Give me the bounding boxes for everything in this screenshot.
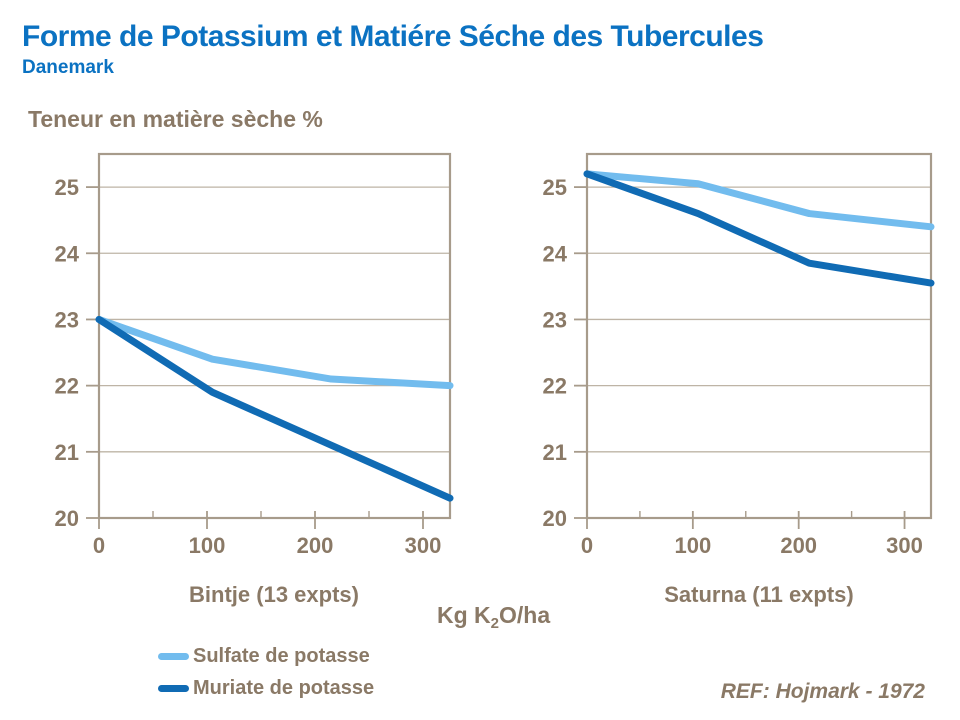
x-tick-label: 300	[886, 533, 923, 558]
plot-border	[97, 152, 452, 520]
x-tick-label: 200	[297, 533, 334, 558]
y-axis-title: Teneur en matière sèche %	[28, 106, 323, 132]
x-axis-title-sub: 2	[490, 615, 500, 632]
series-line-muriate	[95, 315, 454, 502]
saturna-chart: 20 21 22 23 24 25 0 100 200 300	[543, 152, 935, 558]
y-tick-label: 21	[543, 440, 567, 465]
x-axis-title: Kg K2O/ha	[437, 602, 550, 632]
x-tick-label: 0	[581, 533, 593, 558]
legend-item: Muriate de potasse	[158, 675, 374, 701]
bintje-chart-label: Bintje (13 expts)	[189, 582, 359, 607]
series-line-sulfate	[583, 170, 935, 231]
reference-note: REF: Hojmark - 1972	[720, 680, 925, 703]
bintje-chart: 20 21 22 23 24 25 0 100 200 300	[55, 152, 454, 558]
y-tick-label: 25	[543, 175, 567, 200]
y-tick-label: 24	[543, 241, 568, 266]
x-axis-title-post: O/ha	[499, 602, 551, 628]
x-tick-label: 200	[780, 533, 817, 558]
y-tick-label: 24	[55, 241, 80, 266]
y-tick-label: 23	[55, 307, 79, 332]
y-tick-label: 20	[543, 506, 567, 531]
series-line-muriate	[583, 170, 935, 287]
x-axis-title-pre: Kg K	[437, 602, 491, 628]
page-title: Forme de Potassium et Matiére Séche des …	[22, 20, 764, 53]
legend-label: Muriate de potasse	[193, 676, 375, 699]
plot-border	[585, 152, 933, 520]
legend-swatch-muriate	[158, 684, 189, 692]
x-tick-label: 100	[189, 533, 226, 558]
legend-item: Sulfate de potasse	[158, 643, 374, 669]
x-tick-label: 0	[93, 533, 105, 558]
page-subtitle: Danemark	[22, 57, 114, 78]
x-tick-label: 100	[674, 533, 711, 558]
y-tick-label: 22	[543, 374, 567, 399]
x-tick-label: 300	[405, 533, 442, 558]
y-tick-label: 22	[55, 374, 79, 399]
legend-label: Sulfate de potasse	[193, 644, 370, 667]
saturna-chart-label: Saturna (11 expts)	[664, 582, 854, 607]
y-tick-label: 25	[55, 175, 79, 200]
legend: Sulfate de potasse Muriate de potasse	[158, 643, 374, 707]
y-tick-label: 21	[55, 440, 79, 465]
legend-swatch-sulfate	[158, 652, 189, 660]
y-tick-label: 23	[543, 307, 567, 332]
y-tick-label: 20	[55, 506, 79, 531]
series-line-sulfate	[95, 315, 454, 390]
